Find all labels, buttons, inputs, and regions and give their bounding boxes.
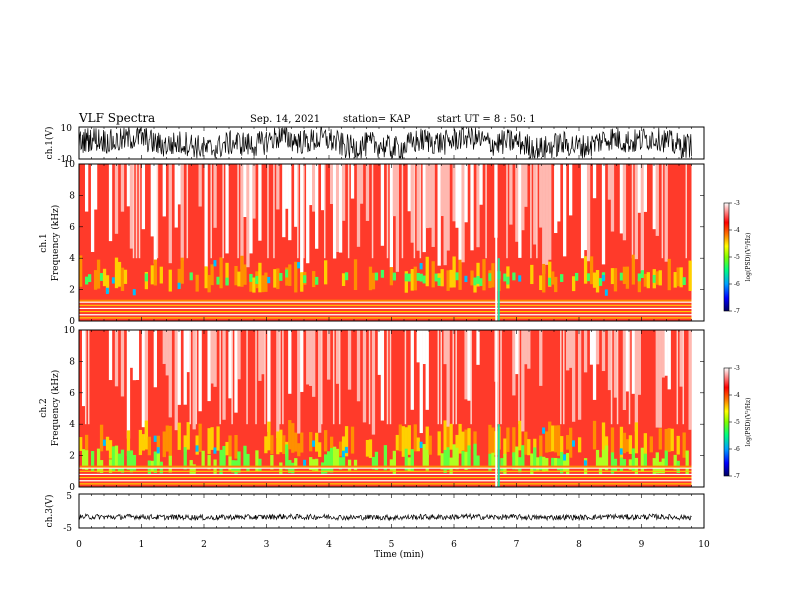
ch2-spectrogram-ylabel: ch.2 xyxy=(39,398,49,417)
colorbar-tick-label: -7 xyxy=(734,308,740,315)
ch1-spectrogram-image xyxy=(79,164,692,321)
x-tick-label: 0 xyxy=(76,540,82,550)
ch3-waveform-trace xyxy=(78,512,692,522)
ch1-colorbar: -3 -4 -5 -6 -7 log(PSD)(V²/Hz) xyxy=(723,200,752,315)
ch2-colorbar: -3 -4 -5 -6 -7 log(PSD)(V²/Hz) xyxy=(723,365,752,480)
frequency-tick-label: 8 xyxy=(69,191,75,201)
ch1-spectrogram-panel: 0 2 4 6 8 10 ch.1 Frequency (kHz) xyxy=(39,160,705,327)
ch2-spectrogram-image xyxy=(79,330,692,487)
x-tick-label: 9 xyxy=(639,540,645,550)
x-tick-label: 3 xyxy=(264,540,270,550)
ch1-colorbar-label: log(PSD)(V²/Hz) xyxy=(745,233,752,282)
colorbar-tick-label: -7 xyxy=(734,473,740,480)
frequency-tick-label: 10 xyxy=(64,160,76,170)
start-time-label: start UT = 8 : 50: 1 xyxy=(437,114,536,125)
colorbar-tick-label: -5 xyxy=(734,254,740,261)
frequency-tick-label: 6 xyxy=(69,389,75,399)
ch1-ytick-top: 10 xyxy=(61,124,73,134)
x-axis-tick-labels: 0 1 2 3 4 5 6 7 8 9 10 xyxy=(76,540,710,550)
ch1-yticks: 0 2 4 6 8 10 xyxy=(64,160,704,327)
frequency-tick-label: 4 xyxy=(69,254,75,264)
ch3-waveform-ylabel: ch.3(V) xyxy=(44,495,55,528)
x-tick-label: 1 xyxy=(139,540,145,550)
ch1-frequency-axis-label: Frequency (kHz) xyxy=(50,205,61,282)
x-axis-ticks xyxy=(78,127,705,528)
frequency-tick-label: 2 xyxy=(69,286,75,296)
x-tick-label: 7 xyxy=(514,540,520,550)
station-label: station= KAP xyxy=(343,114,411,125)
frequency-tick-label: 0 xyxy=(69,317,75,327)
figure-title: VLF Spectra xyxy=(78,111,155,125)
colorbar-tick-label: -6 xyxy=(734,446,740,453)
colorbar-tick-label: -4 xyxy=(734,392,740,399)
ch3-ytick-bottom: -5 xyxy=(63,524,72,534)
colorbar-tick-label: -5 xyxy=(734,419,740,426)
ch2-frequency-axis-label: Frequency (kHz) xyxy=(50,370,61,447)
frequency-tick-label: 8 xyxy=(69,357,75,367)
date-label: Sep. 14, 2021 xyxy=(250,114,320,125)
ch3-ytick-top: 5 xyxy=(66,492,72,502)
frequency-tick-label: 0 xyxy=(69,483,75,493)
ch2-yticks: 0 2 4 6 8 10 xyxy=(64,326,704,493)
x-tick-label: 10 xyxy=(698,540,710,550)
colorbar-tick-label: -3 xyxy=(734,365,740,372)
ch2-spectrogram-panel: 0 2 4 6 8 10 ch.2 Frequency (kHz) xyxy=(39,326,705,493)
ch1-spectrogram-ylabel: ch.1 xyxy=(39,233,49,252)
colorbar-tick-label: -3 xyxy=(734,200,740,207)
x-tick-label: 8 xyxy=(576,540,582,550)
ch1-waveform-trace xyxy=(78,126,692,160)
ch1-waveform-panel: 10 -10 ch.1(V) xyxy=(44,124,705,165)
ch3-waveform-panel: 5 -5 ch.3(V) xyxy=(44,492,705,534)
x-tick-label: 6 xyxy=(451,540,457,550)
frequency-tick-label: 4 xyxy=(69,420,75,430)
ch1-waveform-ylabel: ch.1(V) xyxy=(44,127,55,160)
frequency-tick-label: 6 xyxy=(69,223,75,233)
colorbar-tick-label: -4 xyxy=(734,227,740,234)
x-axis-label: Time (min) xyxy=(374,549,424,560)
ch2-colorbar-label: log(PSD)(V²/Hz) xyxy=(745,398,752,447)
frequency-tick-label: 2 xyxy=(69,452,75,462)
x-tick-label: 5 xyxy=(389,540,395,550)
x-tick-label: 2 xyxy=(201,540,207,550)
ch1-ytick-bottom: -10 xyxy=(58,155,73,165)
colorbar-tick-label: -6 xyxy=(734,281,740,288)
frequency-tick-label: 10 xyxy=(64,326,76,336)
x-tick-label: 4 xyxy=(326,540,332,550)
